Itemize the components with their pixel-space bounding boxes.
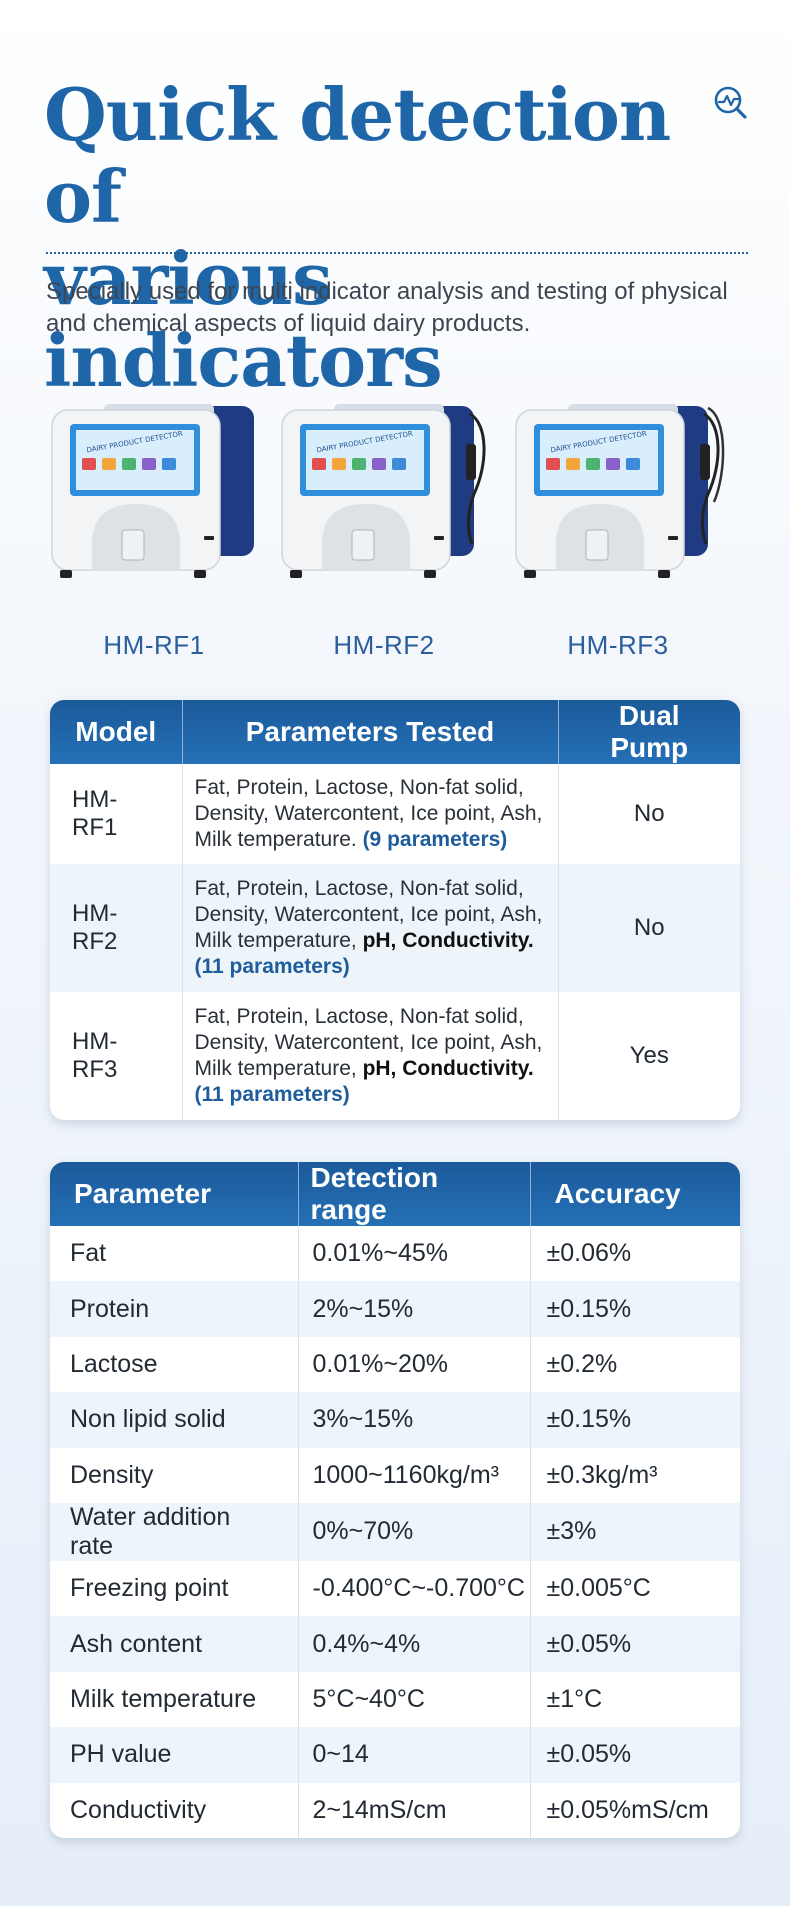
table-row: PH value 0~14 ±0.05% bbox=[50, 1727, 740, 1783]
specs-table: Parameter Detection range Accuracy Fat 0.… bbox=[50, 1162, 740, 1838]
table-row: Density 1000~1160kg/m³ ±0.3kg/m³ bbox=[50, 1447, 740, 1503]
table-row: Protein 2%~15% ±0.15% bbox=[50, 1281, 740, 1337]
accuracy-cell: ±0.15% bbox=[529, 1281, 740, 1337]
column-header-model: Model bbox=[50, 700, 182, 764]
title-line-2: various indicators bbox=[44, 236, 443, 403]
table-row: Freezing point -0.400°C~-0.700°C ±0.005°C bbox=[50, 1560, 740, 1617]
section-divider bbox=[46, 252, 748, 254]
accuracy-cell: ±0.06% bbox=[529, 1226, 740, 1282]
table-row: Conductivity 2~14mS/cm ±0.05%mS/cm bbox=[50, 1782, 740, 1838]
dual-pump-cell: No bbox=[557, 764, 740, 864]
page-title: Quick detection of various indicators bbox=[44, 74, 684, 402]
range-cell: 1000~1160kg/m³ bbox=[297, 1447, 530, 1503]
table-row: HM-RF3 Fat, Protein, Lactose, Non-fat so… bbox=[50, 992, 740, 1120]
params-cell: Fat, Protein, Lactose, Non-fat solid, De… bbox=[181, 764, 558, 864]
product-gallery: DAIRY PRODUCT DETECTOR HM-RF1 bbox=[44, 384, 748, 664]
table-row: Non lipid solid 3%~15% ±0.15% bbox=[50, 1392, 740, 1448]
table-header-row: Model Parameters Tested Dual Pump bbox=[50, 700, 740, 764]
parameter-cell: Milk temperature bbox=[70, 1684, 257, 1713]
table-row: HM-RF1 Fat, Protein, Lactose, Non-fat so… bbox=[50, 764, 740, 864]
range-cell: 0.4%~4% bbox=[297, 1616, 530, 1672]
parameter-cell: Fat bbox=[70, 1239, 107, 1268]
range-cell: -0.400°C~-0.700°C bbox=[297, 1560, 530, 1617]
range-cell: 0.01%~45% bbox=[297, 1226, 530, 1282]
range-cell: 0.01%~20% bbox=[297, 1336, 530, 1393]
parameter-cell: Density bbox=[70, 1460, 154, 1489]
accuracy-cell: ±0.05% bbox=[529, 1616, 740, 1672]
dual-pump-cell: No bbox=[557, 864, 740, 992]
model-cell: HM-RF2 bbox=[50, 864, 182, 992]
range-cell: 5°C~40°C bbox=[297, 1671, 530, 1728]
param-count: (9 parameters) bbox=[362, 828, 508, 851]
range-cell: 2~14mS/cm bbox=[297, 1782, 530, 1838]
param-count: (11 parameters) bbox=[194, 1083, 350, 1106]
params-cell: Fat, Protein, Lactose, Non-fat solid, De… bbox=[181, 864, 558, 992]
accuracy-cell: ±3% bbox=[529, 1502, 740, 1561]
parameter-cell: Lactose bbox=[70, 1349, 158, 1378]
analytics-icon bbox=[714, 86, 747, 119]
dual-pump-cell: Yes bbox=[557, 992, 740, 1120]
column-header-accuracy: Accuracy bbox=[529, 1162, 740, 1226]
model-cell: HM-RF3 bbox=[72, 1028, 118, 1083]
range-cell: 3%~15% bbox=[297, 1392, 530, 1448]
column-header-detection-range: Detection range bbox=[297, 1162, 530, 1226]
param-count: (11 parameters) bbox=[194, 955, 350, 978]
intro-text: Specially used for multi indicator analy… bbox=[46, 278, 728, 337]
models-table: Model Parameters Tested Dual Pump HM-RF1… bbox=[50, 700, 740, 1120]
parameter-cell: PH value bbox=[50, 1727, 298, 1783]
product-label: HM-RF3 bbox=[567, 630, 669, 660]
parameter-cell: Non lipid solid bbox=[50, 1392, 298, 1448]
params-cell: Fat, Protein, Lactose, Non-fat solid, De… bbox=[181, 992, 558, 1120]
product-card-hm-rf3: DAIRY PRODUCT DETECTOR HM-RF3 bbox=[508, 384, 728, 664]
params-text: Fat, Protein, Lactose, Non-fat solid, De… bbox=[194, 1005, 543, 1080]
dairy-detector-image: DAIRY PRODUCT DETECTOR bbox=[515, 404, 725, 578]
params-extra: pH, Conductivity. bbox=[362, 1057, 534, 1080]
accuracy-cell: ±0.05%mS/cm bbox=[529, 1782, 740, 1838]
params-extra: pH, Conductivity. bbox=[362, 929, 534, 952]
range-cell: 2%~15% bbox=[297, 1281, 530, 1337]
dairy-detector-image: DAIRY PRODUCT DETECTOR bbox=[281, 404, 486, 578]
table-header-row: Parameter Detection range Accuracy bbox=[50, 1162, 740, 1226]
product-label: HM-RF2 bbox=[333, 630, 435, 660]
table-row: Fat 0.01%~45% ±0.06% bbox=[50, 1226, 740, 1282]
accuracy-cell: ±0.05% bbox=[529, 1727, 740, 1783]
dairy-detector-image: DAIRY PRODUCT DETECTOR bbox=[51, 404, 254, 578]
accuracy-cell: ±1°C bbox=[529, 1671, 740, 1728]
range-cell: 0%~70% bbox=[297, 1502, 530, 1561]
accuracy-cell: ±0.2% bbox=[529, 1336, 740, 1393]
product-label: HM-RF1 bbox=[103, 630, 205, 660]
params-text: Fat, Protein, Lactose, Non-fat solid, De… bbox=[194, 776, 543, 851]
column-header-parameter: Parameter bbox=[50, 1162, 298, 1226]
table-row: Milk temperature 5°C~40°C ±1°C bbox=[50, 1671, 740, 1728]
model-cell: HM-RF1 bbox=[72, 786, 118, 841]
table-row: Water addition rate 0%~70% ±3% bbox=[50, 1502, 740, 1561]
parameter-cell: Ash content bbox=[50, 1616, 298, 1672]
accuracy-cell: ±0.005°C bbox=[529, 1560, 740, 1617]
specs-table-body: Fat 0.01%~45% ±0.06% Protein 2%~15% ±0.15% Lac… bbox=[50, 1226, 740, 1838]
accuracy-cell: ±0.15% bbox=[529, 1392, 740, 1448]
parameter-cell: Conductivity bbox=[70, 1795, 207, 1824]
range-cell: 0~14 bbox=[297, 1727, 530, 1783]
params-text: Fat, Protein, Lactose, Non-fat solid, De… bbox=[194, 877, 543, 952]
title-line-1: Quick detection of bbox=[44, 72, 671, 239]
column-header-parameters: Parameters Tested bbox=[181, 700, 558, 764]
parameter-cell: Freezing point bbox=[70, 1574, 229, 1603]
product-card-hm-rf1: DAIRY PRODUCT DETECTOR HM-RF1 bbox=[44, 384, 264, 664]
parameter-cell: Water addition rate bbox=[50, 1502, 298, 1561]
parameter-cell: Protein bbox=[50, 1281, 298, 1337]
table-row: Ash content 0.4%~4% ±0.05% bbox=[50, 1616, 740, 1672]
product-card-hm-rf2: DAIRY PRODUCT DETECTOR HM-RF2 bbox=[274, 384, 494, 664]
accuracy-cell: ±0.3kg/m³ bbox=[529, 1447, 740, 1503]
table-row: HM-RF2 Fat, Protein, Lactose, Non-fat so… bbox=[50, 864, 740, 992]
column-header-dual-pump: Dual Pump bbox=[557, 700, 740, 764]
table-row: Lactose 0.01%~20% ±0.2% bbox=[50, 1336, 740, 1393]
